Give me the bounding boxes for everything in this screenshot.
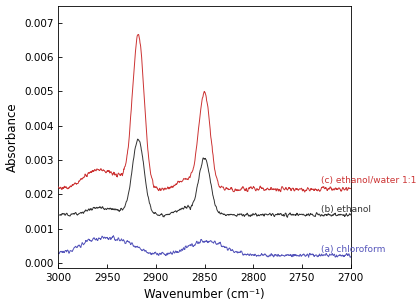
Text: (b) ethanol: (b) ethanol bbox=[321, 205, 371, 214]
Y-axis label: Absorbance: Absorbance bbox=[5, 102, 18, 172]
X-axis label: Wavenumber (cm⁻¹): Wavenumber (cm⁻¹) bbox=[144, 289, 265, 301]
Text: (c) ethanol/water 1:1: (c) ethanol/water 1:1 bbox=[321, 176, 417, 185]
Text: (a) chloroform: (a) chloroform bbox=[321, 245, 386, 254]
